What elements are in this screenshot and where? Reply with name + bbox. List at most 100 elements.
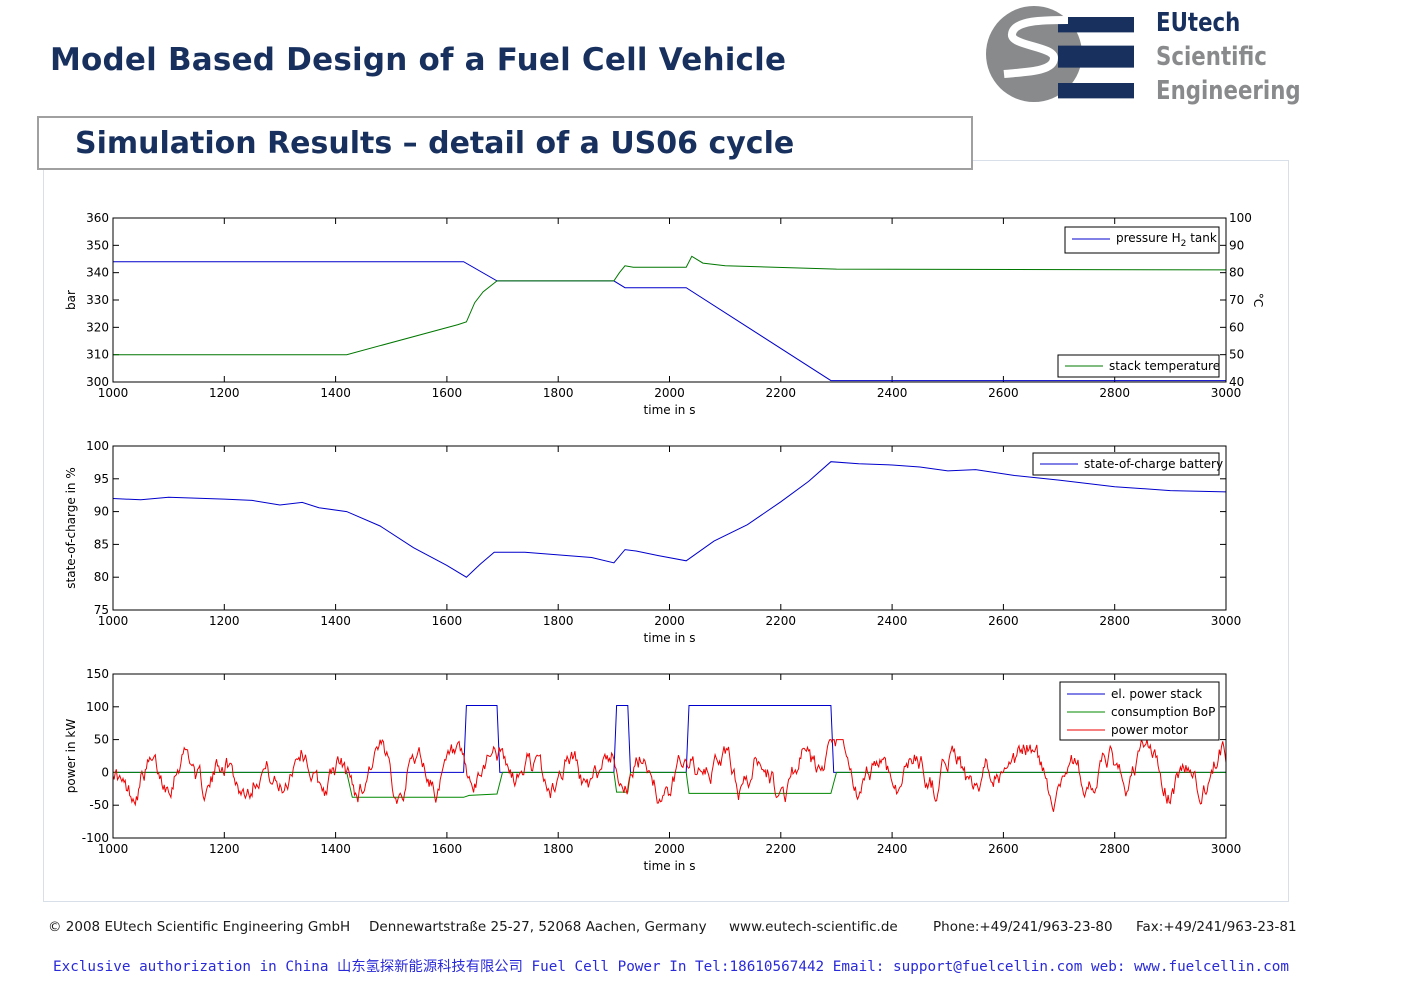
x-tick-label: 1400 — [320, 614, 351, 628]
x-axis-label: time in s — [644, 403, 696, 417]
x-tick-label: 3000 — [1211, 386, 1242, 400]
series-line-pressure-h2-tank — [113, 261, 1226, 382]
y-tick-label: 350 — [86, 238, 109, 252]
x-tick-label: 1000 — [98, 842, 129, 856]
y-tick-label: 50 — [94, 733, 109, 747]
chart-panel-1: 1000 1200 1400 1600 1800 2000 2200 2400 2600 2800… — [64, 211, 1265, 417]
x-tick-label: 2600 — [988, 386, 1019, 400]
x-tick-label: 2800 — [1099, 842, 1130, 856]
x-tick-label: 1000 — [98, 386, 129, 400]
y-tick-label: 330 — [86, 293, 109, 307]
x-tick-label: 1800 — [543, 614, 574, 628]
x-tick-label: 2000 — [654, 842, 685, 856]
y-tick-label: 150 — [86, 667, 109, 681]
x-tick-label: 2200 — [766, 614, 797, 628]
footer-website[interactable]: www.eutech-scientific.de — [729, 919, 898, 935]
x-tick-label: 1200 — [209, 614, 240, 628]
y-tick-label: 75 — [94, 603, 109, 617]
legend-box — [1064, 226, 1220, 254]
y2-tick-label: 90 — [1229, 238, 1244, 252]
y-tick-label: 320 — [86, 320, 109, 334]
y-tick-label: 80 — [94, 570, 109, 584]
legend-label: pressure H2 tank — [1116, 231, 1217, 249]
y-tick-label: 85 — [94, 537, 109, 551]
x-tick-label: 2000 — [654, 386, 685, 400]
section-title: Simulation Results – detail of a US06 cy… — [75, 126, 795, 161]
y-tick-label: -50 — [89, 798, 109, 812]
x-axis-label: time in s — [644, 631, 696, 645]
logo-line3: Engineering — [1156, 76, 1301, 106]
x-tick-label: 2200 — [766, 842, 797, 856]
section-header: Simulation Results – detail of a US06 cy… — [37, 116, 973, 170]
x-tick-label: 1800 — [543, 842, 574, 856]
x-tick-label: 2600 — [988, 614, 1019, 628]
x-tick-label: 2400 — [877, 386, 908, 400]
x-tick-label: 1600 — [432, 614, 463, 628]
y-tick-label: 310 — [86, 348, 109, 362]
y2-tick-label: 40 — [1229, 375, 1244, 389]
x-tick-label: 3000 — [1211, 842, 1242, 856]
y2-tick-label: 50 — [1229, 348, 1244, 362]
legend-pressure: pressure H2 tank — [1064, 226, 1220, 254]
y2-tick-label: 60 — [1229, 320, 1244, 334]
page-title: Model Based Design of a Fuel Cell Vehicl… — [50, 42, 787, 78]
legend-label: power motor — [1111, 723, 1188, 737]
plot-frame — [112, 217, 1227, 383]
x-tick-label: 2000 — [654, 614, 685, 628]
legend-label: state-of-charge battery — [1084, 457, 1223, 471]
legend-soc: state-of-charge battery — [1032, 452, 1223, 476]
y-tick-label: 300 — [86, 375, 109, 389]
x-axis-label: time in s — [644, 859, 696, 873]
y-tick-label: 90 — [94, 505, 109, 519]
x-tick-label: 1400 — [320, 386, 351, 400]
y-tick-label: 100 — [86, 439, 109, 453]
x-tick-label: 2400 — [877, 842, 908, 856]
x-tick-label: 1600 — [432, 386, 463, 400]
series-line-consumption-bop — [113, 771, 1226, 798]
series-line-el-power-stack — [113, 705, 1226, 773]
y-tick-label: 100 — [86, 700, 109, 714]
legend-temperature: stack temperature — [1057, 354, 1220, 378]
legend-box — [1032, 452, 1220, 476]
series-line-state-of-charge-battery — [113, 461, 1226, 578]
plot-frame — [112, 445, 1227, 611]
y-tick-label: 0 — [101, 765, 109, 779]
x-tick-label: 1200 — [209, 386, 240, 400]
x-tick-label: 1000 — [98, 614, 129, 628]
x-tick-label: 2800 — [1099, 614, 1130, 628]
x-tick-label: 2600 — [988, 842, 1019, 856]
footer-address: Dennewartstraße 25-27, 52068 Aachen, Ger… — [369, 919, 707, 935]
logo-line1: EUtech — [1156, 8, 1241, 38]
legend-box — [1057, 354, 1220, 378]
y-axis-label: power in kW — [64, 719, 78, 794]
eutech-logo — [984, 6, 1304, 110]
series-line-power-motor — [113, 737, 1226, 812]
legend-label: consumption BoP — [1111, 705, 1215, 719]
legend-label: stack temperature — [1109, 359, 1220, 373]
x-tick-label: 2400 — [877, 614, 908, 628]
logo-line2: Scientific — [1156, 42, 1267, 72]
x-tick-label: 1200 — [209, 842, 240, 856]
y2-tick-label: 80 — [1229, 266, 1244, 280]
y2-tick-label: 70 — [1229, 293, 1244, 307]
y-tick-label: -100 — [82, 831, 109, 845]
legend-power: el. power stack consumption BoP power moto… — [1059, 681, 1220, 741]
y2-axis-label: °C — [1251, 293, 1265, 307]
legend-label: el. power stack — [1111, 687, 1202, 701]
x-tick-label: 3000 — [1211, 614, 1242, 628]
y2-tick-label: 100 — [1229, 211, 1252, 225]
plot-frame — [112, 673, 1227, 839]
y-tick-label: 95 — [94, 472, 109, 486]
footer-phone: Phone:+49/241/963-23-80 — [933, 919, 1113, 935]
x-tick-label: 1800 — [543, 386, 574, 400]
chart-panel-2: 1000 1200 1400 1600 1800 2000 2200 2400 2600 2800… — [64, 439, 1241, 645]
x-tick-label: 1400 — [320, 842, 351, 856]
x-tick-label: 2200 — [766, 386, 797, 400]
y-axis-label: bar — [64, 290, 78, 310]
y-axis-label: state-of-charge in % — [64, 467, 78, 588]
logo-mark — [986, 6, 1134, 102]
footer-copyright: © 2008 EUtech Scientific Engineering Gmb… — [48, 919, 351, 935]
chart-panel-3: 1000 1200 1400 1600 1800 2000 2200 2400 2600 2800… — [64, 667, 1241, 873]
x-tick-label: 2800 — [1099, 386, 1130, 400]
